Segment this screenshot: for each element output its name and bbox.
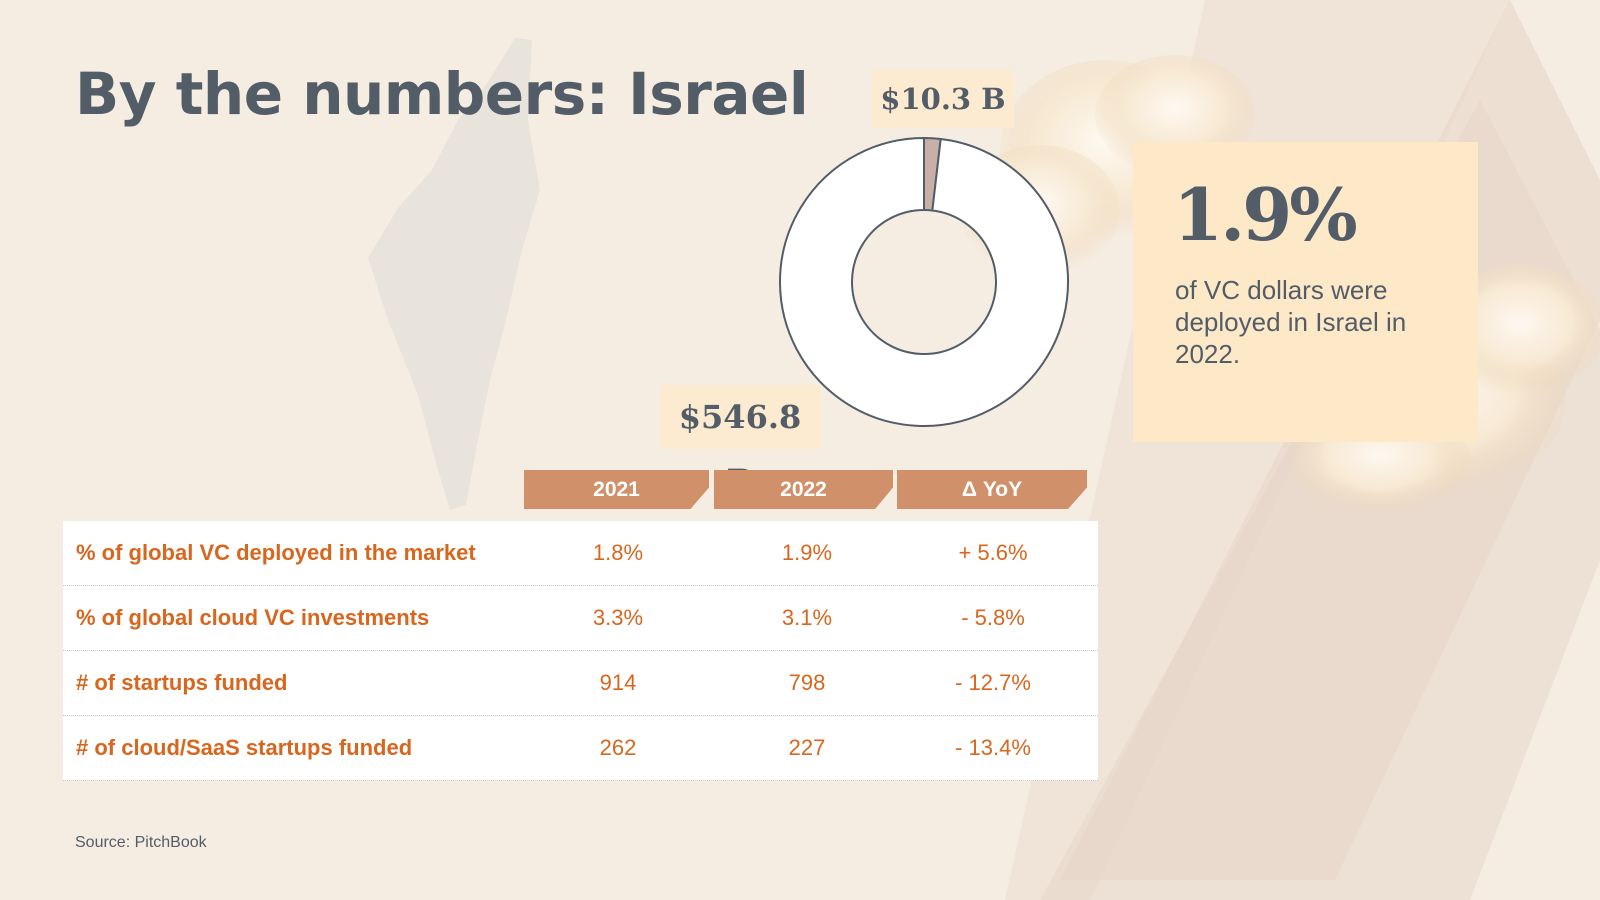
donut-slice-global <box>779 136 1069 427</box>
cell-2021: 262 <box>599 735 637 760</box>
slice-label-global: $546.8 B <box>660 385 820 500</box>
row-metric-label: # of cloud/SaaS startups funded <box>76 735 413 760</box>
israel-map-silhouette <box>368 38 540 510</box>
table-row: % of global cloud VC investments 3.3% 3.… <box>63 586 1098 651</box>
data-table: % of global VC deployed in the market 1.… <box>63 521 1098 781</box>
cell-yoy: - 12.7% <box>955 670 1031 695</box>
cell-yoy: - 5.8% <box>961 605 1025 630</box>
column-header-2022: 2022 <box>714 470 893 509</box>
table-row: # of cloud/SaaS startups funded 262 227 … <box>63 716 1098 781</box>
cell-2022: 3.1% <box>781 605 833 630</box>
stat-description: of VC dollars were deployed in Israel in… <box>1175 275 1407 369</box>
row-metric-label: % of global VC deployed in the market <box>76 540 476 565</box>
table-row: % of global VC deployed in the market 1.… <box>63 521 1098 586</box>
source-note: Source: PitchBook <box>75 834 207 851</box>
stat-value: 1.9% <box>1173 172 1358 257</box>
cell-2021: 1.8% <box>592 540 644 565</box>
cell-2022: 798 <box>788 670 826 695</box>
donut-chart <box>779 136 1069 427</box>
cell-2022: 227 <box>788 735 826 760</box>
cell-yoy: + 5.6% <box>958 540 1028 565</box>
table-row: # of startups funded 914 798 - 12.7% <box>63 651 1098 716</box>
cell-yoy: - 13.4% <box>955 735 1031 760</box>
stat-callout: 1.9% of VC dollars were deployed in Isra… <box>1133 142 1478 442</box>
row-metric-label: # of startups funded <box>76 670 288 695</box>
cell-2021: 3.3% <box>592 605 644 630</box>
cell-2022: 1.9% <box>781 540 833 565</box>
slice-label-israel: $10.3 B <box>872 70 1014 128</box>
cell-2021: 914 <box>599 670 637 695</box>
row-metric-label: % of global cloud VC investments <box>76 605 430 630</box>
column-header-2021: 2021 <box>524 470 709 509</box>
column-header-yoy: Δ YoY <box>897 470 1087 509</box>
page-title: By the numbers: Israel <box>75 60 809 128</box>
